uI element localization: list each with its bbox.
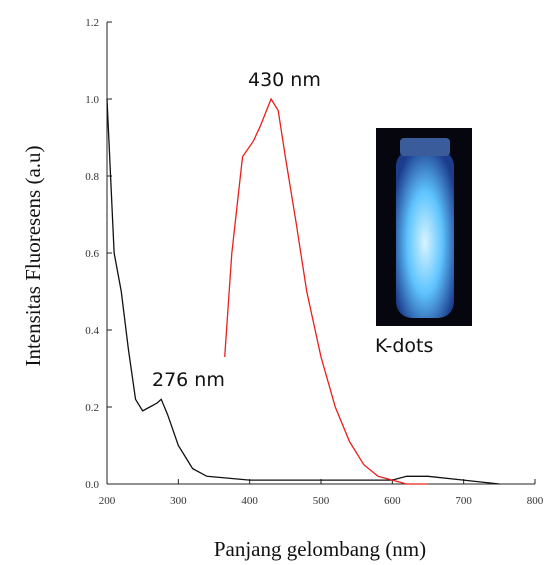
- annotation: K-dots: [375, 335, 433, 357]
- vial-cap: [400, 138, 450, 156]
- x-tick-label: 300: [170, 495, 187, 507]
- x-axis-label: Panjang gelombang (nm): [214, 537, 426, 561]
- y-tick-label: 0.0: [85, 479, 99, 491]
- x-tick-label: 700: [455, 495, 472, 507]
- x-tick-label: 500: [313, 495, 330, 507]
- x-tick-label: 800: [527, 495, 544, 507]
- vial: [396, 150, 454, 318]
- annotation: 276 nm: [152, 369, 225, 391]
- chart: 430 nm 276 nm K-dots Panjang gelombang (…: [0, 0, 552, 565]
- y-tick-label: 1.0: [85, 94, 99, 106]
- y-tick-label: 0.4: [85, 325, 99, 337]
- annotation: 430 nm: [248, 69, 321, 91]
- x-tick-label: 200: [99, 495, 116, 507]
- y-tick-label: 0.6: [85, 248, 99, 260]
- y-tick-label: 0.8: [85, 171, 99, 183]
- x-tick-label: 400: [241, 495, 258, 507]
- x-tick-label: 600: [384, 495, 401, 507]
- y-tick-label: 0.2: [85, 402, 99, 414]
- y-axis-label: Intensitas Fluoresens (a.u): [21, 145, 45, 366]
- y-tick-label: 1.2: [85, 17, 99, 29]
